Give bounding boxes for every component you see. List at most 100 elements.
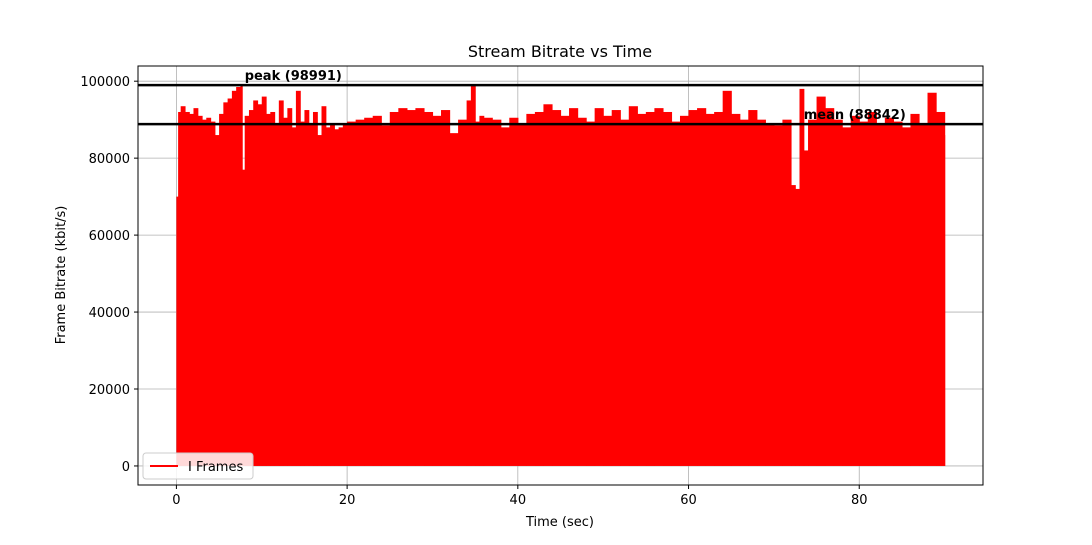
bar — [611, 110, 621, 466]
bar — [261, 96, 267, 466]
bar — [287, 108, 293, 466]
bar — [180, 106, 186, 466]
bar — [372, 115, 382, 466]
bar — [645, 111, 655, 466]
bar — [799, 88, 805, 466]
bar — [850, 115, 860, 466]
bar — [274, 123, 280, 466]
bar — [210, 121, 216, 466]
peak-annotation: peak (98991) — [245, 69, 342, 84]
bar — [176, 196, 179, 466]
bar — [270, 111, 276, 466]
y-tick-label: 20000 — [89, 383, 130, 398]
bar — [308, 123, 314, 466]
bar — [748, 110, 758, 466]
bar — [338, 127, 344, 466]
bar — [342, 123, 348, 466]
bar — [586, 121, 596, 466]
bar — [355, 119, 365, 466]
bar — [321, 106, 327, 466]
bar — [808, 119, 818, 466]
bar — [731, 113, 741, 466]
bar — [227, 98, 233, 466]
y-tick-label: 100000 — [80, 75, 130, 90]
bar — [206, 117, 212, 466]
reference-lines — [138, 83, 983, 126]
bar — [560, 115, 570, 466]
bar — [671, 121, 681, 466]
bar — [795, 188, 801, 466]
bar — [569, 108, 579, 466]
y-axis-label: Frame Bitrate (kbit/s) — [54, 206, 69, 345]
bar — [534, 111, 545, 466]
x-axis-label: Time (sec) — [525, 515, 594, 530]
bar — [714, 111, 724, 466]
mean-annotation: mean (88842) — [804, 108, 906, 123]
bar — [334, 129, 340, 466]
bar — [432, 115, 442, 466]
bar — [466, 100, 472, 466]
bar — [300, 121, 306, 466]
y-tick-label: 0 — [122, 460, 130, 475]
bar — [214, 135, 220, 466]
legend: I Frames — [142, 452, 254, 480]
x-tick-label: 0 — [172, 493, 180, 508]
bar — [577, 117, 587, 466]
bar — [876, 123, 886, 466]
y-tick-label: 40000 — [89, 306, 130, 321]
bar — [790, 185, 796, 466]
bar — [423, 111, 434, 466]
bar — [509, 117, 519, 466]
bar — [679, 115, 690, 466]
bar — [202, 119, 207, 466]
legend-box — [142, 452, 254, 480]
bar — [543, 104, 553, 466]
bar — [449, 133, 459, 466]
bar — [441, 110, 451, 466]
bar — [278, 100, 284, 466]
bar — [859, 121, 869, 466]
bar — [304, 110, 310, 466]
bar — [415, 108, 425, 466]
bar — [244, 115, 250, 466]
bar — [236, 86, 242, 466]
bar — [479, 115, 485, 466]
bar — [312, 111, 318, 466]
bar — [637, 113, 647, 466]
bar — [295, 90, 301, 466]
bar — [628, 106, 638, 466]
bar — [240, 85, 243, 466]
bar — [248, 110, 254, 466]
bar — [705, 113, 715, 466]
bar — [722, 90, 732, 466]
annotations: peak (98991) mean (88842) — [245, 69, 906, 123]
x-tick-label: 20 — [339, 493, 356, 508]
bar — [330, 123, 335, 466]
y-ticks: 0 20000 40000 60000 80000 100000 — [80, 75, 138, 475]
plot-frame — [137, 65, 984, 486]
y-tick-label: 60000 — [89, 229, 130, 244]
bar — [936, 111, 946, 466]
bar — [833, 119, 843, 466]
bar — [517, 123, 527, 466]
bar — [197, 115, 203, 466]
bar — [901, 127, 912, 466]
legend-label-i-frames: I Frames — [188, 460, 243, 475]
bar — [178, 111, 182, 466]
bar — [381, 125, 391, 466]
bar — [231, 90, 237, 466]
bar — [283, 117, 288, 466]
bar — [739, 119, 749, 466]
bar — [500, 127, 510, 466]
x-tick-label: 80 — [851, 493, 868, 508]
bar — [662, 111, 673, 466]
bar — [483, 117, 493, 466]
bar — [475, 121, 481, 466]
x-tick-label: 40 — [510, 493, 527, 508]
bar — [317, 135, 323, 466]
bar — [688, 110, 698, 466]
bar — [927, 92, 937, 466]
bar — [219, 113, 224, 466]
y-tick-label: 80000 — [89, 152, 130, 167]
